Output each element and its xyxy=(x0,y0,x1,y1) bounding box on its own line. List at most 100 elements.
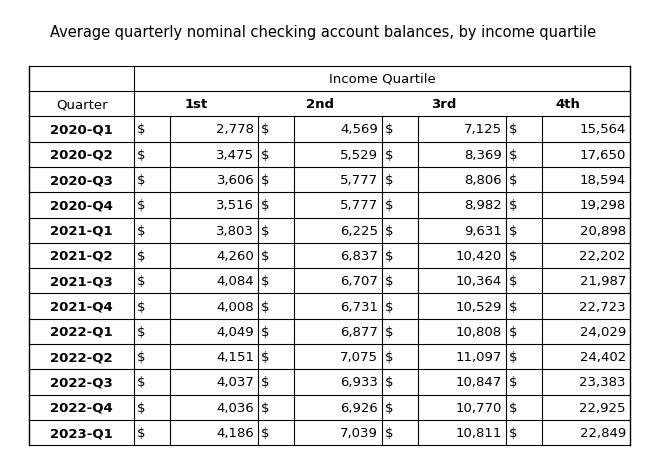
Text: 2020-Q1: 2020-Q1 xyxy=(50,123,113,136)
Text: 22,723: 22,723 xyxy=(579,300,626,313)
Text: 20,898: 20,898 xyxy=(580,224,626,237)
Text: $: $ xyxy=(137,426,145,439)
Text: Income Quartile: Income Quartile xyxy=(329,73,435,86)
Text: 4,008: 4,008 xyxy=(216,300,255,313)
Text: 3rd: 3rd xyxy=(432,98,457,111)
Text: $: $ xyxy=(261,426,269,439)
Text: 24,402: 24,402 xyxy=(579,350,626,364)
Text: 7,075: 7,075 xyxy=(340,350,378,364)
Text: $: $ xyxy=(508,249,517,263)
Text: 22,925: 22,925 xyxy=(579,401,626,414)
Text: 6,707: 6,707 xyxy=(340,274,378,288)
Text: $: $ xyxy=(261,401,269,414)
Text: $: $ xyxy=(261,249,269,263)
Text: 22,849: 22,849 xyxy=(579,426,626,439)
Text: $: $ xyxy=(384,123,393,136)
Text: 2,778: 2,778 xyxy=(216,123,255,136)
Text: 10,811: 10,811 xyxy=(455,426,502,439)
Text: $: $ xyxy=(261,174,269,187)
Text: $: $ xyxy=(137,375,145,389)
Text: $: $ xyxy=(508,401,517,414)
Text: $: $ xyxy=(508,224,517,237)
Text: 4,084: 4,084 xyxy=(216,274,255,288)
Text: 8,369: 8,369 xyxy=(464,148,502,162)
Text: $: $ xyxy=(508,426,517,439)
Text: $: $ xyxy=(384,300,393,313)
Text: 2021-Q2: 2021-Q2 xyxy=(50,249,113,263)
Text: $: $ xyxy=(137,199,145,212)
Text: 2nd: 2nd xyxy=(306,98,334,111)
Text: $: $ xyxy=(508,274,517,288)
Text: 4,037: 4,037 xyxy=(216,375,255,389)
Text: $: $ xyxy=(137,249,145,263)
Text: 1st: 1st xyxy=(185,98,208,111)
Text: 23,383: 23,383 xyxy=(579,375,626,389)
Text: $: $ xyxy=(261,274,269,288)
Text: $: $ xyxy=(508,199,517,212)
Text: $: $ xyxy=(508,300,517,313)
Text: 2021-Q4: 2021-Q4 xyxy=(50,300,113,313)
Text: 22,202: 22,202 xyxy=(579,249,626,263)
Text: 5,777: 5,777 xyxy=(340,199,378,212)
Text: 5,529: 5,529 xyxy=(340,148,378,162)
Text: 19,298: 19,298 xyxy=(579,199,626,212)
Text: $: $ xyxy=(261,123,269,136)
Text: $: $ xyxy=(508,350,517,364)
Text: 2023-Q1: 2023-Q1 xyxy=(50,426,113,439)
Text: $: $ xyxy=(384,401,393,414)
Text: 4,049: 4,049 xyxy=(216,325,255,338)
Text: 8,806: 8,806 xyxy=(464,174,502,187)
Text: $: $ xyxy=(508,375,517,389)
Text: 2020-Q2: 2020-Q2 xyxy=(50,148,113,162)
Text: 5,777: 5,777 xyxy=(340,174,378,187)
Text: 6,837: 6,837 xyxy=(340,249,378,263)
Text: $: $ xyxy=(261,375,269,389)
Text: 24,029: 24,029 xyxy=(579,325,626,338)
Text: 2021-Q3: 2021-Q3 xyxy=(50,274,113,288)
Text: $: $ xyxy=(261,325,269,338)
Text: $: $ xyxy=(261,199,269,212)
Text: 4,036: 4,036 xyxy=(216,401,255,414)
Text: 15,564: 15,564 xyxy=(579,123,626,136)
Text: 17,650: 17,650 xyxy=(579,148,626,162)
Text: $: $ xyxy=(137,325,145,338)
Text: 6,731: 6,731 xyxy=(340,300,378,313)
Text: $: $ xyxy=(137,123,145,136)
Text: 6,225: 6,225 xyxy=(340,224,378,237)
Text: $: $ xyxy=(508,325,517,338)
Text: $: $ xyxy=(137,300,145,313)
Text: 7,039: 7,039 xyxy=(340,426,378,439)
Text: $: $ xyxy=(137,148,145,162)
Text: 8,982: 8,982 xyxy=(464,199,502,212)
Text: 7,125: 7,125 xyxy=(464,123,502,136)
Text: $: $ xyxy=(384,350,393,364)
Text: 10,847: 10,847 xyxy=(456,375,502,389)
Text: 4,151: 4,151 xyxy=(216,350,255,364)
Text: $: $ xyxy=(261,300,269,313)
Text: $: $ xyxy=(384,249,393,263)
Text: 2022-Q3: 2022-Q3 xyxy=(50,375,113,389)
Text: $: $ xyxy=(137,224,145,237)
Text: $: $ xyxy=(137,174,145,187)
Text: $: $ xyxy=(384,274,393,288)
Text: $: $ xyxy=(508,174,517,187)
Text: 2022-Q4: 2022-Q4 xyxy=(50,401,113,414)
Text: 6,933: 6,933 xyxy=(340,375,378,389)
Text: $: $ xyxy=(384,426,393,439)
Text: $: $ xyxy=(261,224,269,237)
Text: 4,569: 4,569 xyxy=(340,123,378,136)
Text: 9,631: 9,631 xyxy=(464,224,502,237)
Text: 10,364: 10,364 xyxy=(456,274,502,288)
Text: $: $ xyxy=(137,274,145,288)
Text: $: $ xyxy=(384,174,393,187)
Text: $: $ xyxy=(137,401,145,414)
Text: 4,260: 4,260 xyxy=(216,249,255,263)
Text: $: $ xyxy=(261,350,269,364)
Text: 10,529: 10,529 xyxy=(455,300,502,313)
Text: $: $ xyxy=(384,224,393,237)
Text: 10,808: 10,808 xyxy=(456,325,502,338)
Text: 10,770: 10,770 xyxy=(455,401,502,414)
Text: $: $ xyxy=(384,325,393,338)
Text: 3,475: 3,475 xyxy=(216,148,255,162)
Text: 2022-Q1: 2022-Q1 xyxy=(50,325,113,338)
